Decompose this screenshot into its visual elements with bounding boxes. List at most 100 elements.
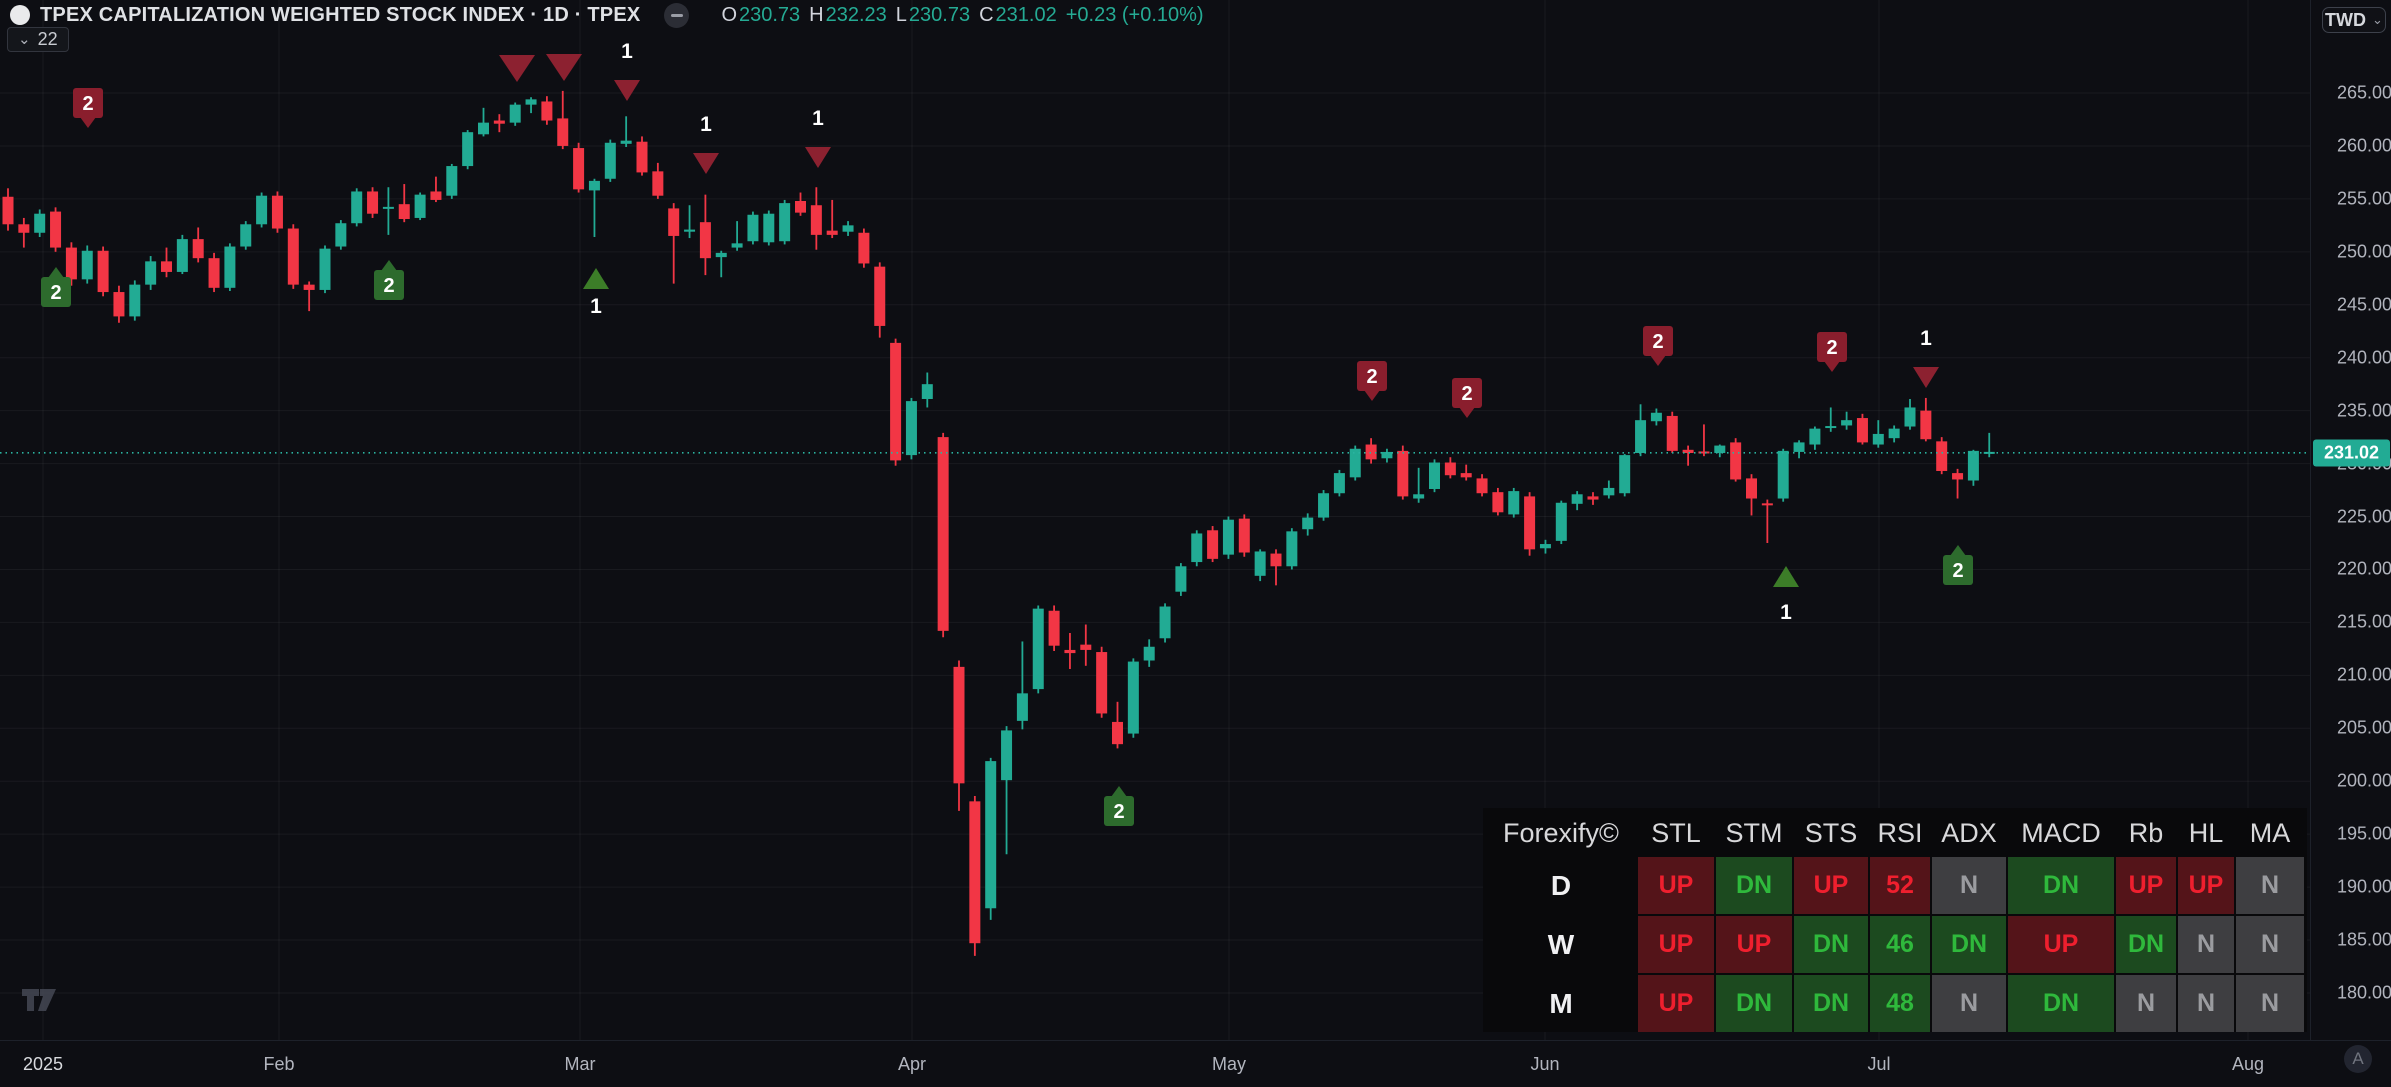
candle [1032, 605, 1044, 694]
candle [985, 757, 997, 920]
table-signal-cell: N [2236, 916, 2304, 973]
table-column-header: HL [2188, 817, 2224, 848]
table-signal-cell: 52 [1870, 857, 1930, 914]
price-axis-label: 185.00 [2337, 929, 2391, 950]
table-signal-cell: N [2178, 916, 2234, 973]
candle [557, 90, 569, 150]
price-axis-label: 210.00 [2337, 664, 2391, 685]
table-row-label: M [1549, 987, 1573, 1019]
open-value: 230.73 [739, 3, 801, 26]
candle [795, 192, 806, 216]
sell-signal-label: 2 [1357, 361, 1387, 401]
candle [1841, 411, 1853, 430]
candle [1191, 530, 1203, 567]
sell-signal-label: 2 [73, 88, 103, 128]
candle [1207, 526, 1219, 563]
symbol-title[interactable]: TPEX CAPITALIZATION WEIGHTED STOCK INDEX… [40, 3, 641, 26]
buy-signal-label: 2 [1943, 545, 1973, 585]
table-signal-cell: N [1932, 975, 2006, 1032]
time-axis-label: Apr [897, 1054, 927, 1074]
price-axis-label: 205.00 [2337, 717, 2391, 738]
candle [842, 221, 854, 236]
current-price-tag: 231.02 [2313, 439, 2390, 467]
candle [668, 203, 680, 284]
candle [1777, 448, 1789, 502]
sell-triangle-marker-numbered: 1 [1913, 327, 1939, 388]
candle [1952, 468, 1964, 499]
svg-text:2: 2 [1826, 337, 1837, 359]
candle [525, 97, 537, 114]
candle [50, 207, 62, 252]
price-axis-label: 190.00 [2337, 876, 2391, 897]
tradingview-logo[interactable] [22, 989, 56, 1017]
svg-text:2: 2 [1652, 331, 1663, 353]
table-signal-cell: DN [2116, 916, 2176, 973]
buy-signal-label: 2 [1104, 786, 1134, 826]
candle [271, 191, 283, 233]
price-axis-label: 225.00 [2337, 506, 2391, 527]
table-signal-cell: UP [2178, 857, 2234, 914]
table-signal-cell: DN [2008, 857, 2114, 914]
buy-triangle-marker-numbered: 1 [1773, 566, 1799, 624]
hide-indicator-button[interactable] [664, 2, 690, 28]
candle [1682, 445, 1694, 466]
svg-text:1: 1 [590, 295, 602, 318]
price-axis-label: 240.00 [2337, 347, 2391, 368]
candle [1492, 487, 1504, 516]
table-signal-cell: DN [1794, 975, 1868, 1032]
candle [18, 217, 30, 248]
table-signal-cell: UP [1638, 975, 1714, 1032]
candle [1286, 528, 1298, 570]
time-axis-label: Mar [564, 1054, 596, 1074]
chart-header: TPEX CAPITALIZATION WEIGHTED STOCK INDEX… [10, 2, 1204, 28]
time-axis[interactable]: 2025 Feb Mar Apr May Jun Jul Aug [0, 1040, 2391, 1087]
price-axis-label: 180.00 [2337, 982, 2391, 1003]
low-value: 230.73 [908, 3, 971, 26]
table-signal-cell: N [1932, 857, 2006, 914]
candle [1365, 438, 1377, 464]
symbol-logo[interactable] [10, 5, 30, 25]
candle [1920, 397, 1932, 442]
time-axis-label: 2025 [22, 1054, 64, 1074]
svg-text:1: 1 [1920, 327, 1932, 350]
candle [604, 139, 616, 182]
price-axis[interactable]: 265.00 260.00 255.00 250.00 245.00 240.00 235.… [2310, 0, 2391, 1040]
candle [779, 199, 791, 245]
auto-scale-button[interactable]: A [2344, 1045, 2372, 1073]
svg-text:2: 2 [383, 275, 394, 297]
candle [1650, 408, 1662, 426]
candle [1619, 454, 1631, 497]
candle [1016, 641, 1028, 730]
candle [1112, 701, 1123, 749]
table-column-header: RSI [1877, 817, 1923, 848]
legend-collapse-chip[interactable]: ⌄ 22 [7, 27, 69, 52]
legend-count: 22 [37, 29, 58, 49]
time-axis-label: May [1211, 1054, 1247, 1074]
candle [588, 178, 600, 237]
currency-selector[interactable]: TWD ⌄ [2322, 7, 2386, 33]
time-axis-label: Jun [1530, 1054, 1560, 1074]
table-column-header: MA [2249, 817, 2291, 848]
candle [810, 187, 822, 250]
candle [699, 194, 711, 276]
candle [858, 228, 870, 268]
table-signal-cell: UP [1638, 916, 1714, 973]
candle [1603, 480, 1615, 499]
svg-text:1: 1 [621, 40, 633, 63]
table-signal-cell: N [2178, 975, 2234, 1032]
candle [1413, 467, 1425, 503]
candle [1904, 398, 1916, 430]
candle [763, 210, 775, 246]
candle [1080, 624, 1092, 666]
table-signal-cell: UP [1794, 857, 1868, 914]
candle [1159, 603, 1171, 643]
candle [1127, 658, 1139, 738]
candles [2, 90, 1995, 956]
candle [747, 211, 759, 245]
candle [826, 199, 838, 239]
candle [731, 221, 743, 251]
table-column-header: STM [1725, 817, 1783, 848]
candle [430, 176, 442, 203]
